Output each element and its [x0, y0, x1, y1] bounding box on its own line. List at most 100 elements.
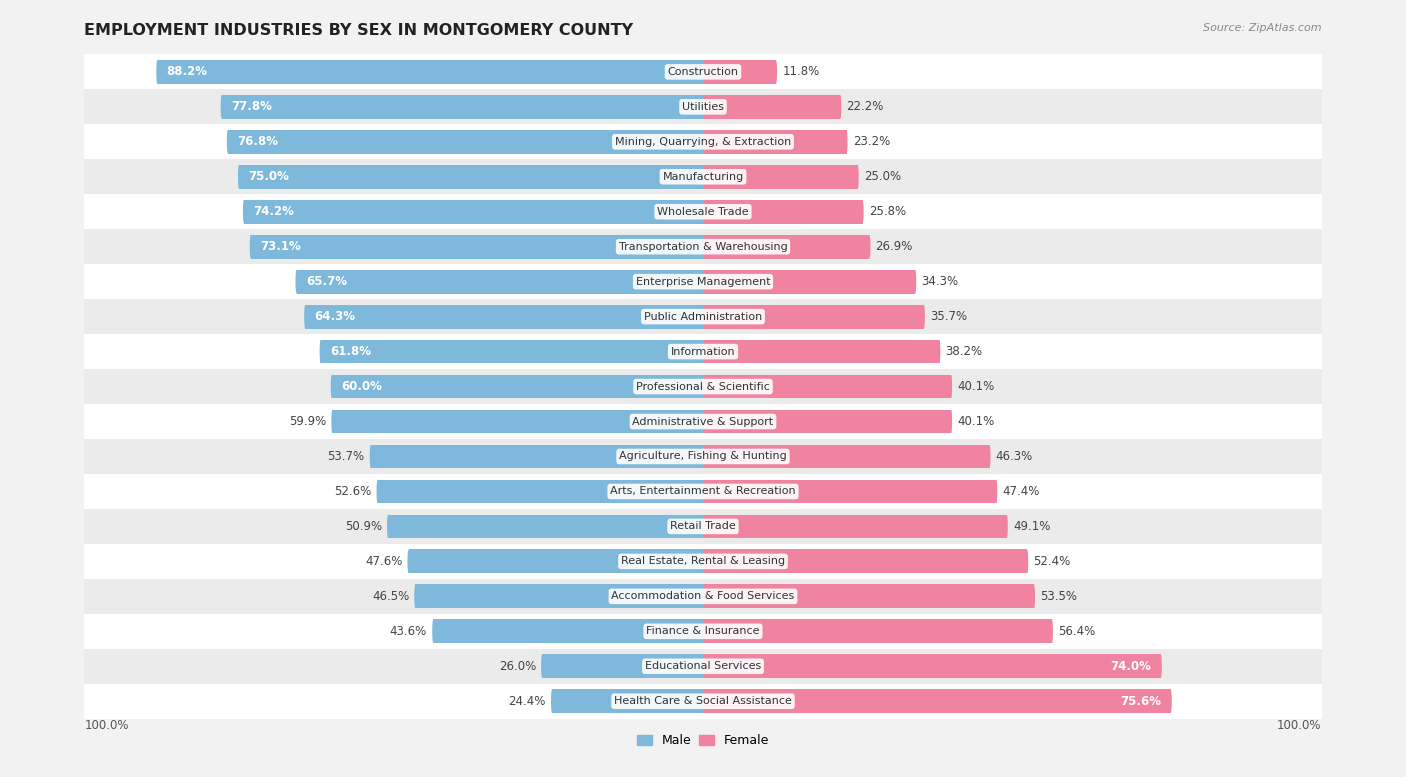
Text: 40.1%: 40.1%	[957, 415, 994, 428]
Ellipse shape	[862, 200, 863, 224]
Text: 34.3%: 34.3%	[921, 275, 959, 288]
Text: 22.2%: 22.2%	[846, 100, 884, 113]
Text: 50.9%: 50.9%	[344, 520, 382, 533]
Ellipse shape	[541, 654, 543, 678]
Ellipse shape	[856, 165, 859, 189]
Text: 56.4%: 56.4%	[1059, 625, 1095, 638]
Bar	[297, 270, 703, 294]
Text: 74.0%: 74.0%	[1111, 660, 1152, 673]
Ellipse shape	[995, 479, 997, 503]
Ellipse shape	[243, 200, 245, 224]
Bar	[703, 270, 915, 294]
Text: Finance & Insurance: Finance & Insurance	[647, 626, 759, 636]
Bar	[84, 404, 1322, 439]
Bar	[84, 579, 1322, 614]
Legend: Male, Female: Male, Female	[631, 730, 775, 752]
Ellipse shape	[387, 514, 389, 538]
Text: 47.4%: 47.4%	[1002, 485, 1040, 498]
Ellipse shape	[914, 270, 917, 294]
Bar	[703, 479, 997, 503]
Text: 75.0%: 75.0%	[249, 170, 290, 183]
Ellipse shape	[1170, 689, 1171, 713]
Ellipse shape	[938, 340, 941, 364]
Bar	[84, 54, 1322, 89]
Ellipse shape	[221, 95, 222, 119]
Bar	[703, 235, 869, 259]
Ellipse shape	[1005, 514, 1008, 538]
Bar	[84, 299, 1322, 334]
Bar	[703, 60, 776, 84]
Text: 25.0%: 25.0%	[863, 170, 901, 183]
Bar	[703, 619, 1052, 643]
Ellipse shape	[226, 130, 229, 154]
Ellipse shape	[238, 165, 240, 189]
Bar	[84, 614, 1322, 649]
Text: Agriculture, Fishing & Hunting: Agriculture, Fishing & Hunting	[619, 451, 787, 462]
Bar	[703, 689, 1171, 713]
Text: 43.6%: 43.6%	[389, 625, 427, 638]
Bar	[703, 549, 1028, 573]
Bar	[703, 584, 1033, 608]
Bar	[84, 264, 1322, 299]
Text: 25.8%: 25.8%	[869, 205, 905, 218]
Bar	[553, 689, 703, 713]
Bar	[84, 439, 1322, 474]
Text: 11.8%: 11.8%	[782, 65, 820, 78]
Text: 53.5%: 53.5%	[1040, 590, 1077, 603]
Bar	[409, 549, 703, 573]
Ellipse shape	[1033, 584, 1035, 608]
Ellipse shape	[551, 689, 553, 713]
Ellipse shape	[156, 60, 159, 84]
Text: 61.8%: 61.8%	[330, 345, 371, 358]
Text: 35.7%: 35.7%	[929, 310, 967, 323]
Text: 46.5%: 46.5%	[373, 590, 409, 603]
Bar	[84, 649, 1322, 684]
Bar	[703, 305, 924, 329]
Ellipse shape	[319, 340, 322, 364]
Bar	[703, 654, 1161, 678]
Bar	[703, 375, 950, 399]
Text: 52.4%: 52.4%	[1033, 555, 1070, 568]
Ellipse shape	[330, 375, 333, 399]
Text: Accommodation & Food Services: Accommodation & Food Services	[612, 591, 794, 601]
Text: 60.0%: 60.0%	[342, 380, 382, 393]
Bar	[84, 509, 1322, 544]
Bar	[250, 235, 703, 259]
Text: Construction: Construction	[668, 67, 738, 77]
Text: 100.0%: 100.0%	[84, 719, 129, 732]
Text: 77.8%: 77.8%	[231, 100, 271, 113]
Ellipse shape	[432, 619, 434, 643]
Ellipse shape	[415, 584, 416, 608]
Bar	[84, 194, 1322, 229]
Text: Health Care & Social Assistance: Health Care & Social Assistance	[614, 696, 792, 706]
Bar	[332, 409, 703, 434]
Text: 76.8%: 76.8%	[238, 135, 278, 148]
Bar	[703, 444, 990, 469]
Ellipse shape	[950, 409, 952, 434]
Text: Real Estate, Rental & Leasing: Real Estate, Rental & Leasing	[621, 556, 785, 566]
Ellipse shape	[775, 60, 778, 84]
Text: 23.2%: 23.2%	[852, 135, 890, 148]
Bar	[245, 200, 703, 224]
Bar	[84, 124, 1322, 159]
Text: Manufacturing: Manufacturing	[662, 172, 744, 182]
Text: 26.9%: 26.9%	[876, 240, 912, 253]
Ellipse shape	[332, 409, 333, 434]
Bar	[84, 474, 1322, 509]
Bar	[84, 334, 1322, 369]
Ellipse shape	[1050, 619, 1053, 643]
Bar	[157, 60, 703, 84]
Text: Administrative & Support: Administrative & Support	[633, 416, 773, 427]
Text: 52.6%: 52.6%	[335, 485, 371, 498]
Ellipse shape	[1160, 654, 1161, 678]
Bar	[703, 200, 863, 224]
Bar	[321, 340, 703, 364]
Bar	[388, 514, 703, 538]
Bar	[84, 89, 1322, 124]
Bar	[433, 619, 703, 643]
Bar	[84, 159, 1322, 194]
Ellipse shape	[377, 479, 378, 503]
Text: Mining, Quarrying, & Extraction: Mining, Quarrying, & Extraction	[614, 137, 792, 147]
Text: 47.6%: 47.6%	[366, 555, 402, 568]
Text: 53.7%: 53.7%	[328, 450, 364, 463]
